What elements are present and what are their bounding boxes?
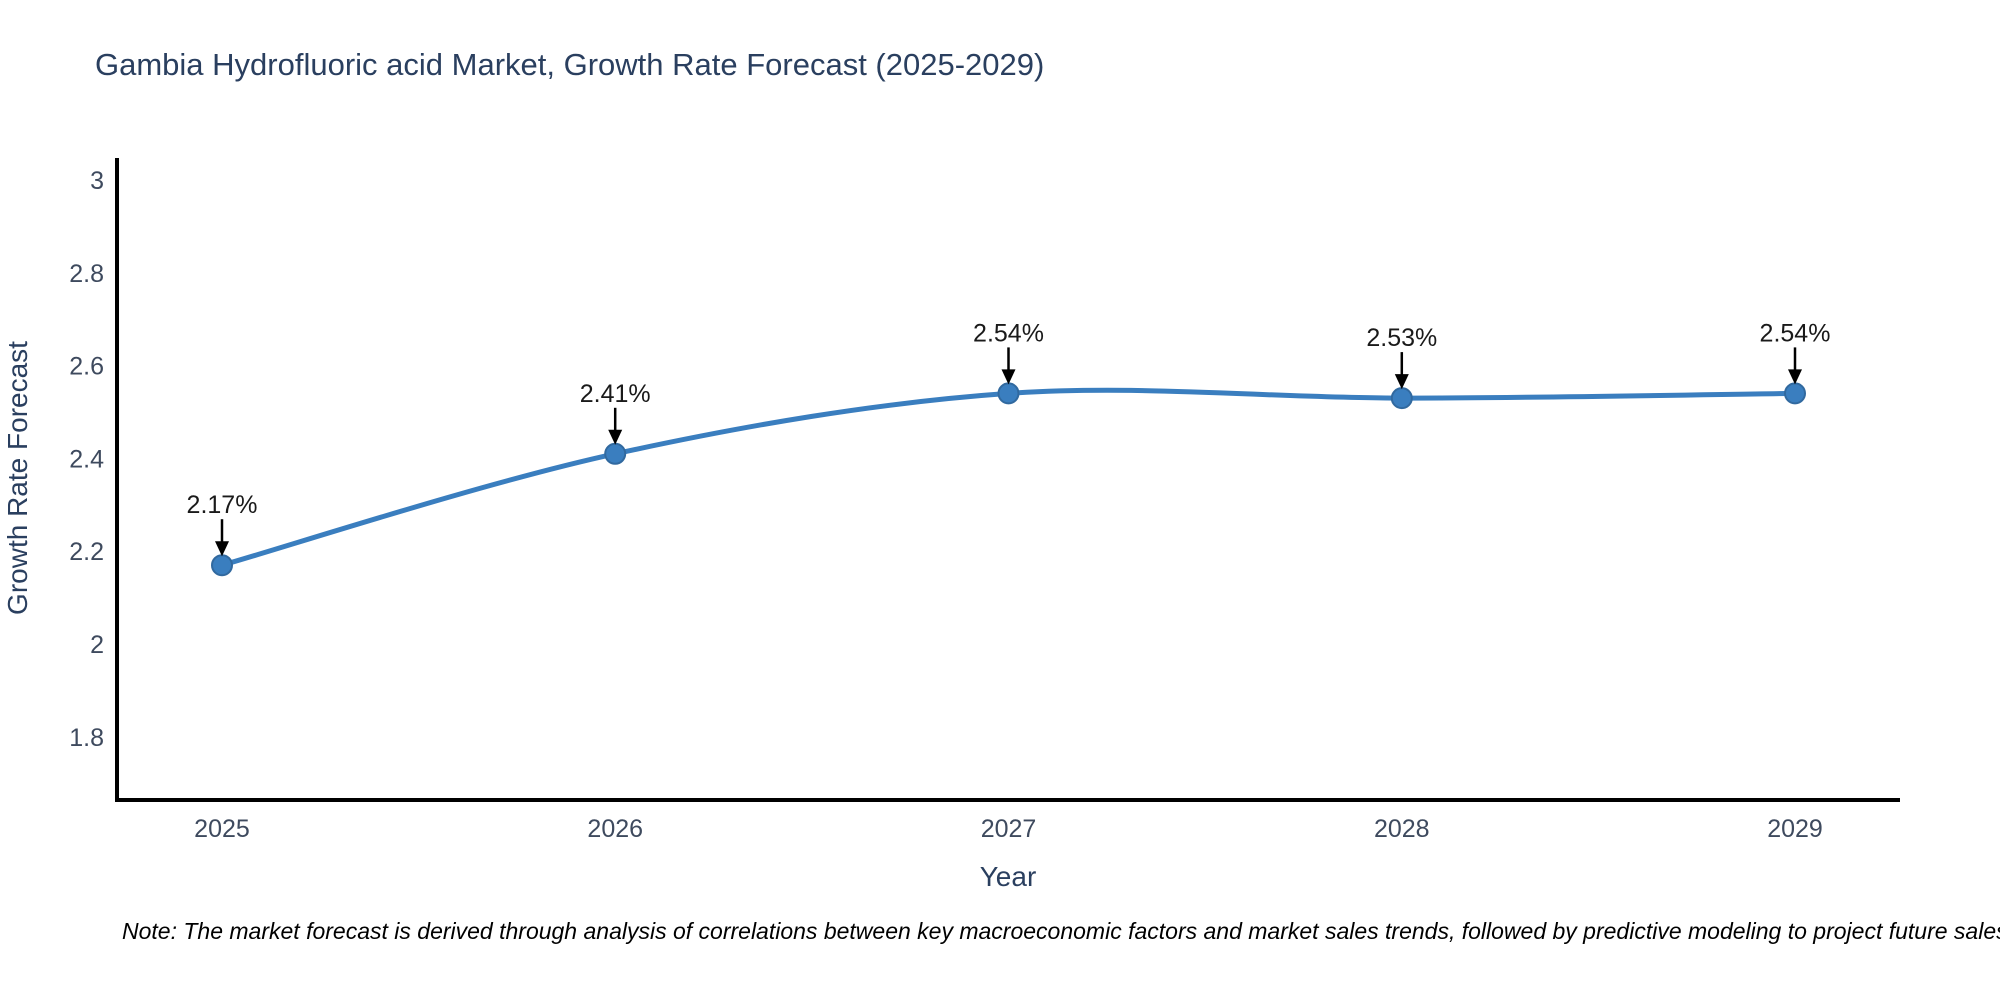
y-tick-label: 2.8: [69, 260, 104, 288]
x-axis-tick-labels: 2025 2026 2027 2028 2029: [194, 815, 1823, 843]
y-tick-label: 2: [90, 631, 104, 659]
annotation-arrow-head: [608, 429, 623, 445]
x-tick-label: 2029: [1767, 815, 1823, 843]
annotation-label: 2.17%: [187, 491, 258, 519]
y-tick-label: 2.2: [69, 538, 104, 566]
data-point-marker[interactable]: [1784, 382, 1806, 405]
y-tick-label: 2.4: [69, 445, 104, 473]
footnote: Note: The market forecast is derived thr…: [122, 918, 2000, 944]
chart-title: Gambia Hydrofluoric acid Market, Growth …: [95, 47, 1044, 82]
annotation-arrow-head: [1788, 369, 1802, 385]
annotation-arrow-head: [1394, 374, 1409, 390]
y-tick-label: 1.8: [69, 724, 104, 752]
annotation-arrow-head: [215, 541, 229, 557]
annotations-layer: 2.17% 2.41% 2.54% 2.53% 2.54%: [187, 319, 1831, 557]
y-tick-label: 2.6: [69, 353, 104, 381]
annotation-label: 2.41%: [580, 380, 651, 408]
y-axis-title: Growth Rate Forecast: [2, 341, 33, 615]
annotation-label: 2.53%: [1366, 324, 1437, 352]
annotation-label: 2.54%: [973, 319, 1044, 347]
data-point-marker[interactable]: [604, 442, 627, 465]
data-point-marker[interactable]: [997, 382, 1020, 405]
annotation-arrow-head: [1001, 369, 1016, 385]
series-layer: [211, 382, 1806, 577]
data-point-marker[interactable]: [1390, 387, 1413, 410]
y-tick-label: 3: [90, 167, 104, 195]
annotation-label: 2.54%: [1760, 319, 1831, 347]
x-tick-label: 2027: [981, 815, 1037, 843]
x-tick-label: 2028: [1374, 815, 1430, 843]
x-tick-label: 2025: [194, 815, 250, 843]
series-line: [219, 387, 1798, 568]
data-point-marker[interactable]: [211, 554, 233, 577]
y-axis-tick-labels: 1.8 2 2.2 2.4 2.6 2.8 3: [69, 167, 104, 752]
x-axis-title: Year: [980, 861, 1037, 892]
x-tick-label: 2026: [587, 815, 643, 843]
